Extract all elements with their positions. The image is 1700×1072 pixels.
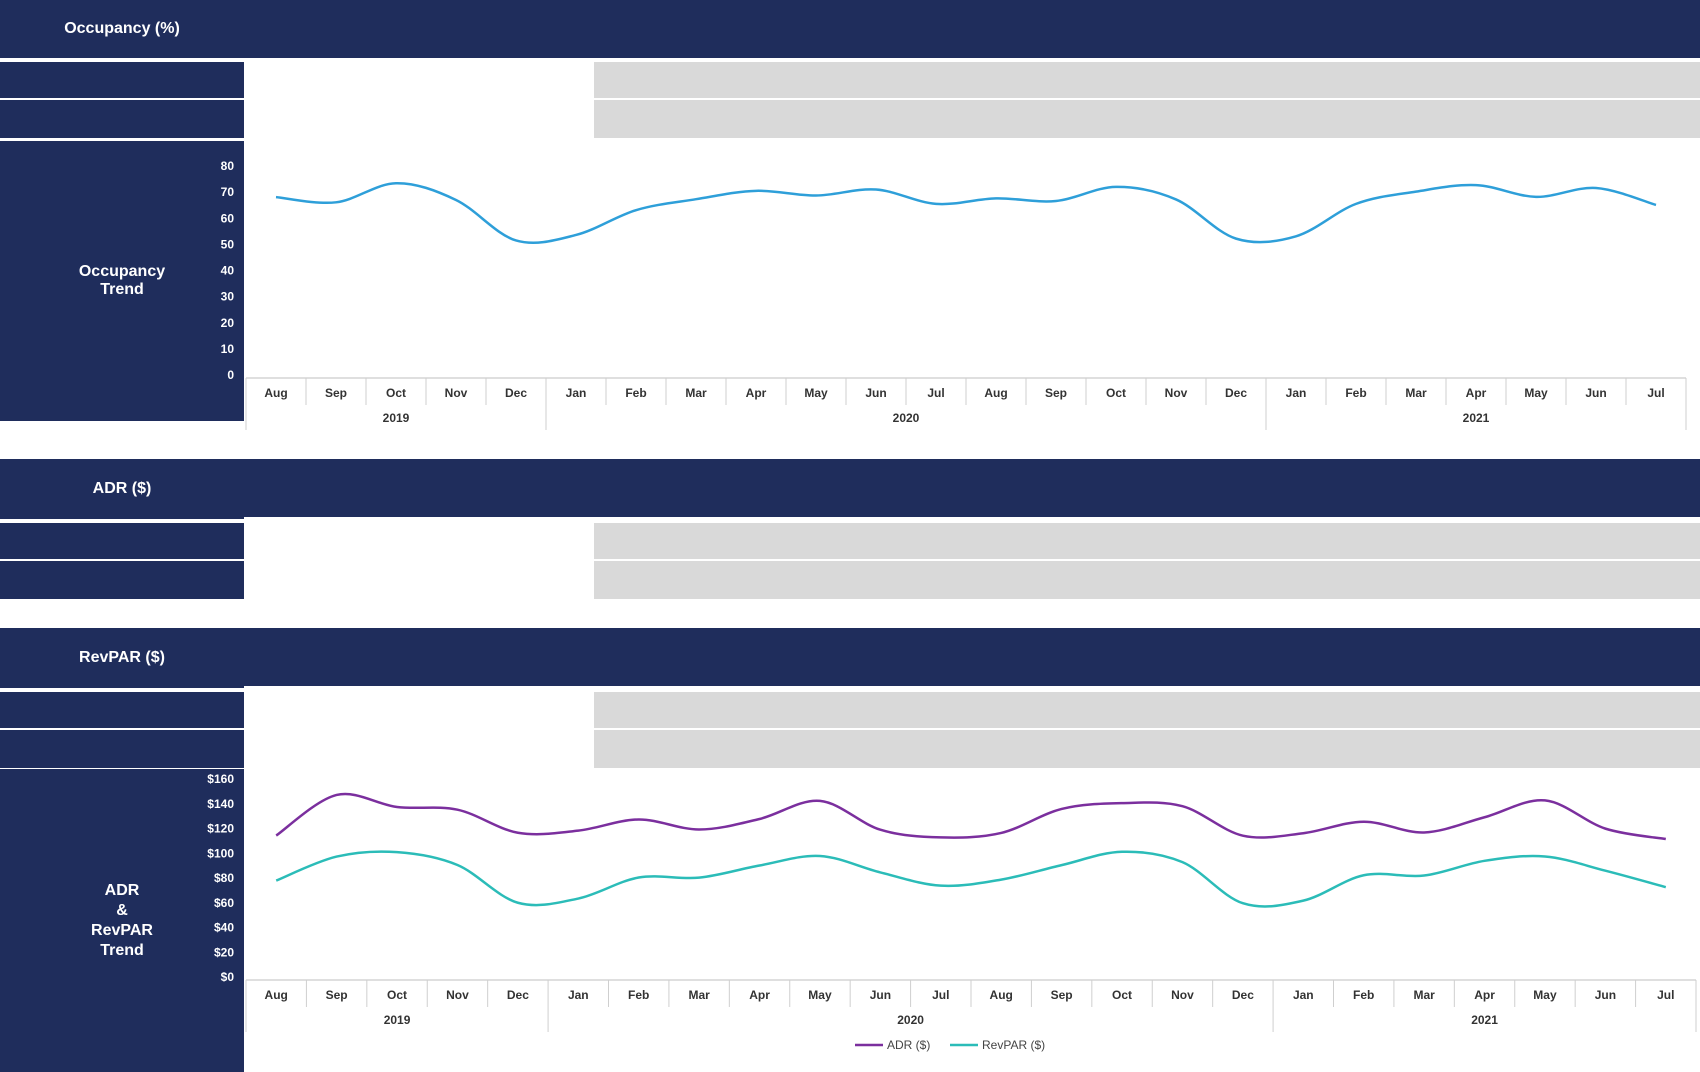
- chart1-xtick-20: Apr: [1474, 988, 1495, 1002]
- chart1-xtick-21: May: [1533, 988, 1557, 1002]
- adr-header-band: [244, 459, 1700, 517]
- chart1-xtick-13: Sep: [1051, 988, 1073, 1002]
- occupancy-title-text: Occupancy (%): [64, 20, 180, 37]
- occupancy-row-grey-1: [593, 100, 1700, 138]
- chart0-xtick-21: May: [1524, 386, 1548, 400]
- chart1-xtick-11: Jul: [932, 988, 949, 1002]
- chart0-xtick-2: Oct: [386, 386, 406, 400]
- revpar-row-label-0: [0, 690, 244, 728]
- revpar-row-grey-0: [593, 690, 1700, 728]
- adr-revpar-trend-line-3: RevPAR: [91, 921, 153, 939]
- revpar-title-text: RevPAR ($): [79, 649, 165, 666]
- chart0-xtick-18: Feb: [1345, 386, 1366, 400]
- revpar-row-grey-1: [593, 730, 1700, 768]
- revpar-row-label-1: [0, 730, 244, 768]
- occupancy-row-grey-0: [593, 60, 1700, 98]
- revpar-sep-a: [0, 690, 1700, 692]
- occupancy-row-label-0: [0, 60, 244, 98]
- chart0-xtick-19: Mar: [1405, 386, 1427, 400]
- chart1-xtick-1: Sep: [326, 988, 348, 1002]
- revpar-header-band: [244, 628, 1700, 686]
- chart1-year-label-1: 2020: [897, 1013, 924, 1027]
- chart0-xtick-3: Nov: [445, 386, 468, 400]
- occupancy-row-label-1: [0, 100, 244, 138]
- occupancy-trend-line-1: Occupancy: [78, 263, 166, 280]
- occupancy-section-title: Occupancy (%): [0, 0, 244, 58]
- chart0-xtick-8: Apr: [746, 386, 767, 400]
- chart1-xtick-6: Feb: [628, 988, 649, 1002]
- chart1-legend-label-0: ADR ($): [887, 1038, 930, 1052]
- chart0-xtick-5: Jan: [566, 386, 587, 400]
- adr-revpar-trend-line-4: Trend: [100, 941, 144, 959]
- chart0-xtick-12: Aug: [984, 386, 1007, 400]
- chart0-year-label-0: 2019: [383, 411, 410, 425]
- adr-section-title: ADR ($): [0, 459, 244, 519]
- chart0-xtick-23: Jul: [1647, 386, 1664, 400]
- adr-sep-b: [0, 559, 1700, 561]
- adr-sep-a: [0, 521, 1700, 523]
- chart1-xtick-18: Feb: [1353, 988, 1374, 1002]
- chart1-xtick-2: Oct: [387, 988, 407, 1002]
- chart0-xtick-20: Apr: [1466, 386, 1487, 400]
- chart0-xtick-14: Oct: [1106, 386, 1126, 400]
- occupancy-sep-a: [0, 60, 1700, 62]
- chart0-xtick-16: Dec: [1225, 386, 1247, 400]
- chart1-xtick-23: Jul: [1657, 988, 1674, 1002]
- chart0-xtick-11: Jul: [927, 386, 944, 400]
- chart1-xtick-0: Aug: [265, 988, 288, 1002]
- occupancy-header-band: [244, 0, 1700, 58]
- chart0-xtick-6: Feb: [625, 386, 646, 400]
- chart0-xtick-15: Nov: [1165, 386, 1188, 400]
- adr-row-grey-1: [593, 561, 1700, 599]
- chart1-series-line-0: [275, 792, 1667, 841]
- chart1-xtick-19: Mar: [1413, 988, 1435, 1002]
- chart1-xtick-12: Aug: [990, 988, 1013, 1002]
- chart0-year-label-2: 2021: [1463, 411, 1490, 425]
- adr-revpar-trend-panel: ADR & RevPAR Trend: [0, 769, 244, 1072]
- chart0-xtick-10: Jun: [865, 386, 886, 400]
- chart1-xtick-17: Jan: [1293, 988, 1314, 1002]
- chart1-legend-label-1: RevPAR ($): [982, 1038, 1045, 1052]
- chart0-xtick-4: Dec: [505, 386, 527, 400]
- chart1-xtick-4: Dec: [507, 988, 529, 1002]
- chart1-xtick-22: Jun: [1595, 988, 1616, 1002]
- chart1-xtick-16: Dec: [1232, 988, 1254, 1002]
- chart1-series-line-1: [275, 850, 1667, 908]
- chart1-xtick-10: Jun: [870, 988, 891, 1002]
- adr-row-label-0: [0, 521, 244, 559]
- chart0-xtick-13: Sep: [1045, 386, 1067, 400]
- chart1-xtick-15: Nov: [1171, 988, 1194, 1002]
- chart0-xtick-7: Mar: [685, 386, 707, 400]
- chart1-xtick-3: Nov: [446, 988, 469, 1002]
- adr-row-grey-0: [593, 521, 1700, 559]
- revpar-section-title: RevPAR ($): [0, 628, 244, 688]
- chart0-xtick-9: May: [804, 386, 828, 400]
- revpar-sep-b: [0, 728, 1700, 730]
- chart0-xtick-0: Aug: [264, 386, 287, 400]
- occupancy-trend-line-2: Trend: [100, 281, 144, 298]
- chart1-xtick-14: Oct: [1112, 988, 1132, 1002]
- chart1-year-label-0: 2019: [384, 1013, 411, 1027]
- adr-revpar-trend-line-2: &: [116, 901, 128, 919]
- chart1-year-label-2: 2021: [1471, 1013, 1498, 1027]
- adr-title-text: ADR ($): [92, 480, 152, 497]
- occupancy-trend-panel: Occupancy Trend: [0, 141, 244, 421]
- chart1-xtick-7: Mar: [688, 988, 710, 1002]
- adr-revpar-trend-line-1: ADR: [104, 881, 140, 899]
- chart1-xtick-8: Apr: [749, 988, 770, 1002]
- occupancy-sep-b: [0, 98, 1700, 100]
- chart0-series-line-0: [275, 181, 1657, 245]
- adr-row-label-1: [0, 561, 244, 599]
- chart0-xtick-1: Sep: [325, 386, 347, 400]
- chart0-year-label-1: 2020: [893, 411, 920, 425]
- chart0-xtick-22: Jun: [1585, 386, 1606, 400]
- chart0-xtick-17: Jan: [1286, 386, 1307, 400]
- chart1-xtick-5: Jan: [568, 988, 589, 1002]
- chart1-xtick-9: May: [808, 988, 832, 1002]
